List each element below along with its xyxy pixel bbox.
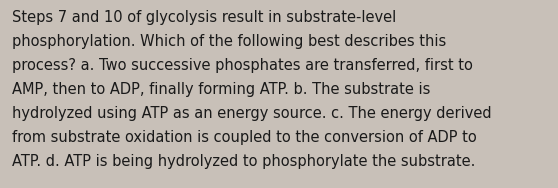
Text: AMP, then to ADP, finally forming ATP. b. The substrate is: AMP, then to ADP, finally forming ATP. b… [12,82,430,97]
Text: from substrate oxidation is coupled to the conversion of ADP to: from substrate oxidation is coupled to t… [12,130,477,145]
Text: ATP. d. ATP is being hydrolyzed to phosphorylate the substrate.: ATP. d. ATP is being hydrolyzed to phosp… [12,154,475,169]
Text: phosphorylation. Which of the following best describes this: phosphorylation. Which of the following … [12,34,446,49]
Text: Steps 7 and 10 of glycolysis result in substrate-level: Steps 7 and 10 of glycolysis result in s… [12,10,396,25]
Text: hydrolyzed using ATP as an energy source. c. The energy derived: hydrolyzed using ATP as an energy source… [12,106,492,121]
Text: process? a. Two successive phosphates are transferred, first to: process? a. Two successive phosphates ar… [12,58,473,73]
